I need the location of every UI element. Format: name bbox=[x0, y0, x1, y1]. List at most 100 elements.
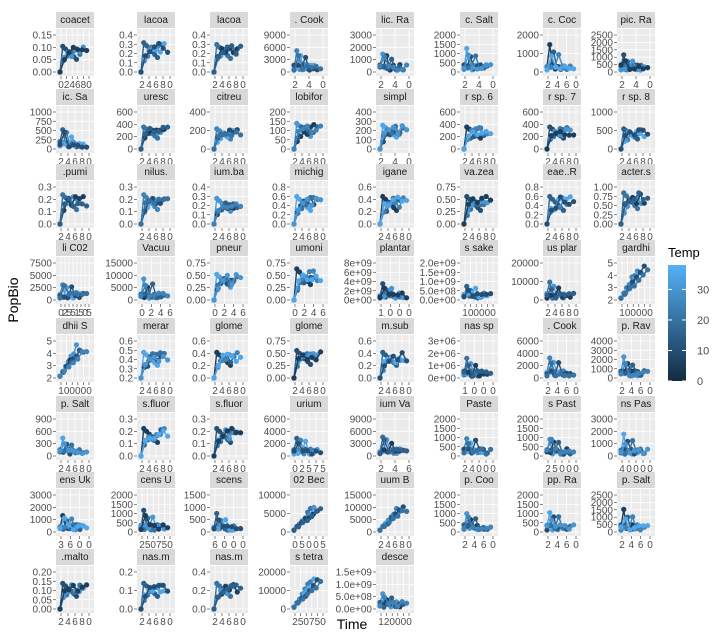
facet-panel: ium Va03000600090002 4 6 bbox=[350, 396, 414, 475]
x-tick-label: 8 bbox=[399, 386, 405, 397]
data-point bbox=[152, 523, 157, 528]
y-tick-label: 0 bbox=[607, 145, 613, 156]
x-tick-label: 0 bbox=[481, 386, 487, 397]
data-point bbox=[161, 354, 166, 359]
data-point bbox=[318, 579, 323, 584]
x-tick-label: 4 bbox=[146, 386, 152, 397]
y-tick-label: 0.0 bbox=[119, 605, 133, 616]
data-point bbox=[57, 606, 62, 611]
y-tick-label: 0.00 bbox=[187, 296, 207, 307]
y-tick-label: 4 bbox=[607, 271, 613, 282]
data-point bbox=[477, 125, 482, 130]
data-point bbox=[314, 585, 319, 590]
data-point bbox=[229, 204, 234, 209]
y-tick-label: 0.20 bbox=[33, 568, 53, 579]
facet-panel: pp. Ra05001000150020002 4 6 0 bbox=[517, 472, 581, 551]
data-point bbox=[473, 363, 478, 368]
data-point bbox=[314, 196, 319, 201]
data-point bbox=[630, 514, 635, 519]
data-point bbox=[147, 126, 152, 131]
data-point bbox=[156, 291, 161, 296]
data-point bbox=[71, 527, 76, 532]
y-tick-label: 0.15 bbox=[33, 31, 53, 42]
facet-strip-label: urium bbox=[296, 399, 321, 410]
data-point bbox=[152, 44, 157, 49]
data-point bbox=[404, 509, 409, 514]
facet-strip-label: c. Coc bbox=[548, 15, 576, 26]
data-point bbox=[238, 132, 243, 137]
data-point bbox=[632, 197, 637, 202]
y-tick-label: 200 bbox=[522, 132, 539, 143]
y-tick-label: 0.50 bbox=[437, 195, 457, 206]
x-tick-label: 6 bbox=[153, 386, 159, 397]
y-tick-label: 3 bbox=[46, 361, 52, 372]
data-point bbox=[66, 522, 71, 527]
data-point bbox=[544, 447, 549, 452]
facet-strip-label: simpl bbox=[383, 92, 406, 103]
facet-panel: li C02025005000750002551505 bbox=[30, 240, 94, 319]
y-tick-label: 2000 bbox=[517, 361, 540, 372]
data-point bbox=[211, 69, 216, 74]
data-point bbox=[300, 520, 305, 525]
y-tick-label: 1000 bbox=[591, 108, 614, 119]
facet-panel: ens Uk01000200030003 6 0 0 bbox=[30, 472, 94, 551]
y-tick-label: 0.75 bbox=[267, 337, 287, 348]
data-point bbox=[211, 146, 216, 151]
data-point bbox=[484, 292, 489, 297]
facet-strip-label: lobifor bbox=[295, 92, 323, 103]
data-point bbox=[309, 514, 314, 519]
y-tick-label: 6000 bbox=[517, 337, 540, 348]
x-tick-label: 4 bbox=[219, 386, 225, 397]
y-tick-label: 4 bbox=[46, 349, 52, 360]
data-point bbox=[305, 591, 310, 596]
data-point bbox=[308, 282, 313, 287]
y-tick-label: 0.50 bbox=[267, 271, 287, 282]
data-point bbox=[229, 524, 234, 529]
y-tick-label: 1.00 bbox=[594, 183, 614, 194]
data-point bbox=[305, 518, 310, 523]
facet-strip-label: scens bbox=[216, 475, 242, 486]
facet-panel: Paste05001000150020002 4 0 0 0 bbox=[434, 396, 498, 475]
data-point bbox=[473, 286, 478, 291]
data-point bbox=[571, 522, 576, 527]
facet-strip-label: plantar bbox=[380, 243, 411, 254]
y-tick-label: 0.3 bbox=[119, 183, 133, 194]
data-point bbox=[84, 582, 89, 587]
data-point bbox=[75, 143, 80, 148]
x-tick-label: 2 bbox=[212, 617, 218, 628]
data-point bbox=[291, 375, 296, 380]
x-tick-label: 4 bbox=[158, 308, 164, 319]
y-tick-label: 2500 bbox=[591, 31, 614, 42]
data-point bbox=[314, 273, 319, 278]
data-point bbox=[234, 359, 239, 364]
data-point bbox=[553, 131, 558, 136]
data-point bbox=[547, 42, 552, 47]
y-tick-label: 0.50 bbox=[187, 271, 207, 282]
x-tick-label: 0 bbox=[406, 308, 412, 319]
y-tick-label: 7500 bbox=[30, 259, 53, 270]
facet-strip-label: ic. Sa bbox=[62, 92, 87, 103]
y-tick-label: 1.0e+09 bbox=[336, 580, 373, 591]
facet-panel: dhii S23451 0 0 0 0 0 bbox=[46, 318, 94, 397]
data-point bbox=[138, 146, 143, 151]
x-tick-label: 2 bbox=[619, 386, 625, 397]
x-tick-label: 4 bbox=[311, 308, 317, 319]
data-point bbox=[475, 448, 480, 453]
data-point bbox=[143, 594, 148, 599]
y-tick-label: 0.25 bbox=[267, 361, 287, 372]
y-tick-label: 0.1 bbox=[192, 439, 206, 450]
x-tick-label: 6 bbox=[481, 540, 487, 551]
y-tick-label: 0.10 bbox=[33, 43, 53, 54]
y-tick-label: 2e+06 bbox=[428, 349, 457, 360]
data-point bbox=[470, 129, 475, 134]
data-point bbox=[155, 136, 160, 141]
facet-panel: michig0.00.20.40.60.82 4 6 8 0 bbox=[272, 164, 328, 243]
data-point bbox=[479, 292, 484, 297]
data-point bbox=[400, 599, 405, 604]
y-tick-label: 0.25 bbox=[267, 283, 287, 294]
data-point bbox=[235, 350, 240, 355]
facet-strip-label: ns Pas bbox=[621, 399, 652, 410]
data-point bbox=[147, 436, 152, 441]
facet-strip-label: acter.s bbox=[621, 167, 650, 178]
y-tick-label: 0 bbox=[280, 452, 286, 463]
